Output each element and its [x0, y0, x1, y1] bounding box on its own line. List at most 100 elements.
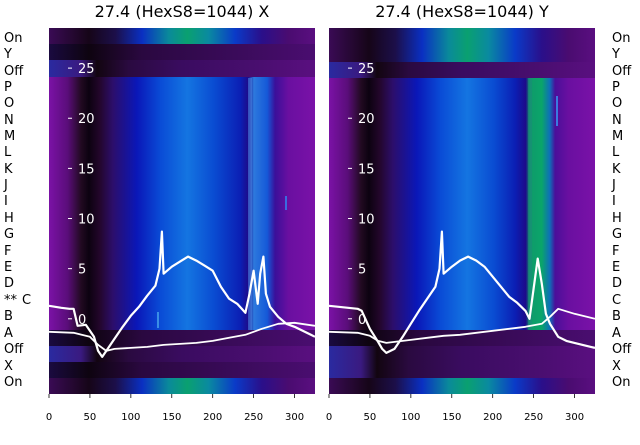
row-label-y: D [612, 276, 622, 291]
x-tick-label: 200 [203, 412, 222, 423]
x-tick-label: 100 [401, 412, 420, 423]
x-tick-label: 200 [483, 412, 502, 423]
row-label-x: Off [4, 64, 24, 79]
traces-x [49, 230, 315, 358]
y-tick-label: 20 [78, 112, 95, 127]
heatmap-stripe-x [248, 78, 252, 330]
panel-x: 27.4 (HexS8=1044) X On Y Off P O N M [3, 2, 315, 423]
row-label-y: K [612, 162, 621, 177]
heatmap-band-on-bottom-x [49, 378, 315, 394]
row-label-x: X [4, 359, 13, 374]
y-tick-label: 5 [358, 263, 366, 278]
x-tick-label: 50 [364, 412, 377, 423]
heatmap-y [329, 28, 595, 394]
y-tick-label: 10 [78, 213, 95, 228]
heatmap-streak-x [157, 312, 159, 328]
heatmap-band-x-x [49, 362, 315, 378]
row-label-x: H [4, 211, 14, 226]
row-label-x: A [4, 326, 13, 341]
x-tick-label: 0 [46, 412, 52, 423]
row-label-y: On [612, 31, 630, 46]
heatmap-x [49, 28, 315, 394]
x-tick-label: 0 [326, 412, 332, 423]
x-axis-ticks-y: 0 50 100 150 200 250 300 [326, 394, 584, 423]
x-tick-label: 250 [244, 412, 263, 423]
row-label-y: Y [611, 47, 620, 62]
chart-title-y: 27.4 (HexS8=1044) Y [375, 2, 549, 21]
panel-y: 27.4 (HexS8=1044) Y On Y Off P O N M L K… [326, 2, 632, 423]
row-label-y: X [612, 359, 621, 374]
heatmap-band-on-top-y [329, 28, 595, 62]
row-label-x: I [4, 194, 8, 209]
row-label-x: O [4, 96, 14, 111]
row-label-y: M [612, 129, 623, 144]
row-label-y: J [611, 178, 616, 193]
y-tick-label: 0 [358, 313, 366, 328]
y-tick-label: 25 [358, 62, 375, 77]
row-label-x: On [4, 31, 22, 46]
row-label-x: F [4, 244, 11, 259]
row-label-x: C [22, 293, 31, 308]
row-label-x: L [4, 145, 12, 160]
row-label-y: B [612, 309, 621, 324]
y-axis-ticks-x: 0 5 10 15 20 25 [68, 62, 95, 328]
heatmap-band-off-top-y [329, 62, 595, 78]
row-label-y: O [612, 96, 622, 111]
heatmap-streak-x [285, 196, 287, 210]
row-label-x: P [4, 80, 12, 95]
heatmap-band-off-top-x [49, 60, 315, 77]
row-label-x: K [4, 162, 13, 177]
row-label-y: L [612, 145, 620, 160]
heatmap-stripe-y [528, 78, 532, 330]
trace-line [49, 230, 315, 358]
trace-line [329, 307, 595, 344]
x-tick-label: 300 [285, 412, 304, 423]
row-label-y: F [612, 244, 619, 259]
y-tick-label: 0 [78, 313, 86, 328]
x-axis-ticks-x: 0 50 100 150 200 250 300 [46, 394, 304, 423]
x-tick-label: 300 [565, 412, 584, 423]
x-tick-label: 150 [442, 412, 461, 423]
y-tick-label: 5 [78, 263, 86, 278]
row-label-x: On [4, 375, 22, 390]
heatmap-band-y-x [49, 44, 315, 60]
row-label-x: B [4, 309, 13, 324]
row-label-x: N [4, 113, 14, 128]
row-label-x: Y [3, 47, 12, 62]
row-label-y: P [612, 80, 620, 95]
x-tick-label: 150 [162, 412, 181, 423]
row-label-x: J [3, 178, 8, 193]
row-label-y: E [612, 260, 620, 275]
row-label-y: C [612, 293, 621, 308]
y-tick-label: 15 [358, 162, 375, 177]
row-label-x: G [4, 227, 14, 242]
y-tick-label: 20 [358, 112, 375, 127]
row-label-y: Off [612, 342, 632, 357]
heatmap-streak-y [556, 96, 558, 126]
x-tick-label: 250 [524, 412, 543, 423]
y-tick-label: 25 [78, 62, 95, 77]
chart-title-x: 27.4 (HexS8=1044) X [95, 2, 270, 21]
row-marker-x: ** [4, 293, 18, 308]
heatmap-band-on-top-x [49, 28, 315, 44]
y-tick-label: 15 [78, 162, 95, 177]
trace-line [329, 230, 595, 354]
row-label-y: G [612, 227, 622, 242]
row-label-y: A [612, 326, 621, 341]
x-tick-label: 50 [84, 412, 97, 423]
row-label-y: N [612, 113, 622, 128]
row-label-x: M [4, 129, 15, 144]
row-label-y: H [612, 211, 622, 226]
row-label-y: On [612, 375, 630, 390]
row-label-y: I [612, 194, 616, 209]
traces-y [329, 230, 595, 354]
row-label-x: D [4, 276, 14, 291]
heatmap-band-off-bottom-x [49, 346, 315, 362]
y-axis-ticks-y: 0 5 10 15 20 25 [348, 62, 375, 328]
heatmap-band-on-bottom-y [329, 378, 595, 394]
row-label-x: E [4, 260, 12, 275]
trace-line [49, 321, 315, 352]
row-label-x: Off [4, 342, 24, 357]
